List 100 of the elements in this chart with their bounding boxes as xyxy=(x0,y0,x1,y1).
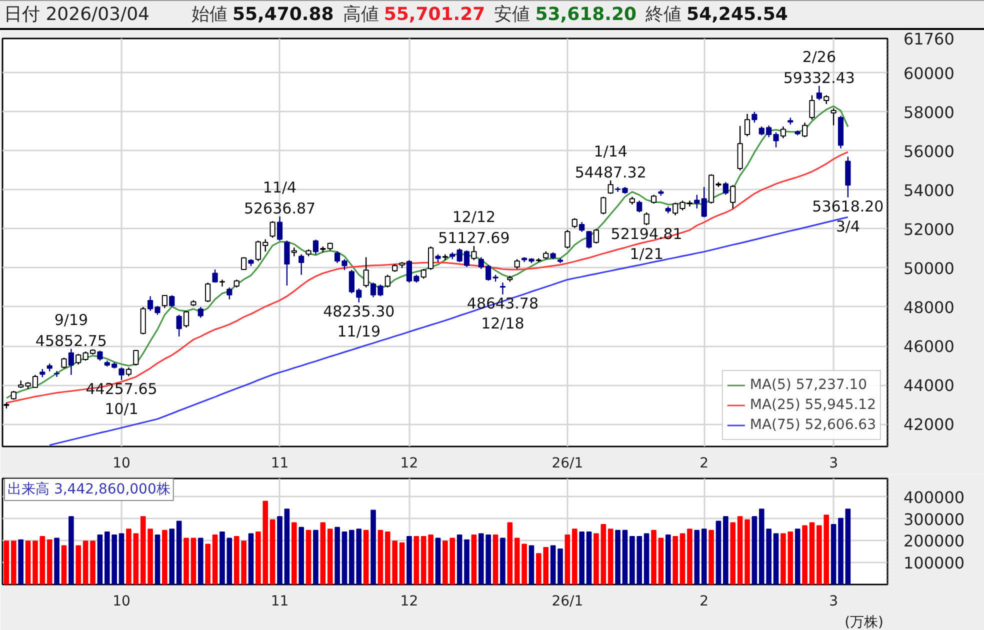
candlestick xyxy=(270,220,276,238)
bar xyxy=(313,530,318,584)
bar xyxy=(838,518,844,584)
bar xyxy=(680,533,686,584)
candlestick xyxy=(579,222,585,232)
bar xyxy=(622,530,628,584)
candlestick xyxy=(644,212,650,226)
annotation: 2/26 59332.43 xyxy=(783,48,855,87)
bar xyxy=(651,530,656,584)
candlestick xyxy=(730,184,736,210)
candlestick xyxy=(500,282,506,296)
candlestick xyxy=(586,230,592,250)
y-tick-label: 50000 xyxy=(904,258,954,278)
chart-subtitle: 始値 55,470.88 高値 55,701.27 安値 53,618.20 終値 54,245.54 xyxy=(191,4,788,25)
bar xyxy=(76,545,82,584)
candlestick xyxy=(845,156,851,198)
y-tick-label: 44000 xyxy=(904,376,954,396)
bar xyxy=(723,516,728,584)
candlestick xyxy=(363,256,369,288)
annotation: 9/19 45852.75 xyxy=(35,310,107,350)
candlestick xyxy=(600,196,606,215)
bar xyxy=(414,536,420,584)
bar xyxy=(68,516,74,584)
candlestick xyxy=(61,357,67,370)
y-tick-label: 48000 xyxy=(904,298,954,317)
candlestick xyxy=(564,229,570,250)
legend-label: MA(75) 52,606.63 xyxy=(750,417,876,433)
bar xyxy=(298,526,304,584)
bar xyxy=(572,528,578,584)
annotation: 48235.30 11/19 xyxy=(323,302,395,340)
candlestick xyxy=(428,246,434,271)
candlestick xyxy=(514,258,520,270)
y-tick-label: 400000 xyxy=(904,488,965,507)
candlestick xyxy=(298,254,304,276)
candlestick xyxy=(284,240,290,286)
y-tick-label: 56000 xyxy=(904,142,954,161)
bar xyxy=(363,530,369,584)
bar xyxy=(190,538,196,584)
bar xyxy=(558,548,563,584)
bar xyxy=(802,525,808,584)
candlestick xyxy=(133,349,139,366)
bar xyxy=(32,540,38,584)
candlestick xyxy=(183,310,190,328)
y-tick-label: 61760 xyxy=(904,30,954,48)
y-tick-label: 300000 xyxy=(904,510,965,529)
x-tick-label: 12 xyxy=(400,456,418,472)
candlestick xyxy=(830,108,836,126)
bar xyxy=(176,520,182,584)
bar xyxy=(665,534,671,584)
bar xyxy=(830,524,836,584)
bar xyxy=(615,530,620,584)
candlestick xyxy=(593,228,600,244)
bar xyxy=(564,534,570,584)
bar xyxy=(708,530,714,584)
bar xyxy=(730,522,736,584)
bar xyxy=(773,533,779,584)
bar xyxy=(608,528,614,584)
candlestick xyxy=(816,85,822,101)
x-tick-label: 10 xyxy=(112,456,130,472)
bar xyxy=(90,540,96,584)
bar xyxy=(687,528,692,584)
bar xyxy=(471,534,477,584)
x-tick-label: 3 xyxy=(829,456,838,472)
y-tick-label: 42000 xyxy=(904,415,954,434)
annotation: 44257.65 10/1 xyxy=(86,380,158,418)
bar xyxy=(25,540,31,584)
bar xyxy=(126,528,132,584)
legend-label: MA(5) 57,237.10 xyxy=(750,377,868,393)
x-tick-label: 11 xyxy=(270,594,289,610)
bar xyxy=(744,519,750,584)
bar xyxy=(716,520,722,584)
bar xyxy=(212,534,218,584)
x-tick-label: 12 xyxy=(400,594,418,610)
candlestick xyxy=(212,268,218,284)
candlestick xyxy=(312,239,319,255)
candlestick xyxy=(97,350,103,362)
annotation: 52194.81 1/21 xyxy=(610,225,682,264)
candlestick xyxy=(76,353,82,366)
bar xyxy=(284,508,290,584)
bar xyxy=(118,533,124,584)
candlestick xyxy=(169,294,175,308)
bar xyxy=(694,530,700,584)
bar xyxy=(226,538,232,584)
candlestick xyxy=(68,348,74,376)
candlestick xyxy=(226,286,232,300)
bar xyxy=(435,538,441,584)
chart-title: 出来高 3,442,860,000株 xyxy=(8,482,170,498)
candlestick xyxy=(420,268,426,280)
x-tick-label: 26/1 xyxy=(552,456,584,472)
bar xyxy=(277,516,282,584)
bar xyxy=(406,536,412,584)
bar xyxy=(198,538,204,584)
candlestick xyxy=(802,122,808,138)
candlestick xyxy=(118,366,124,381)
annotation: 1/14 54487.32 xyxy=(574,142,646,182)
y-tick-label: 46000 xyxy=(904,337,954,356)
bar xyxy=(306,530,312,584)
candlestick xyxy=(744,113,750,137)
bar xyxy=(658,538,664,584)
candlestick xyxy=(752,111,758,124)
